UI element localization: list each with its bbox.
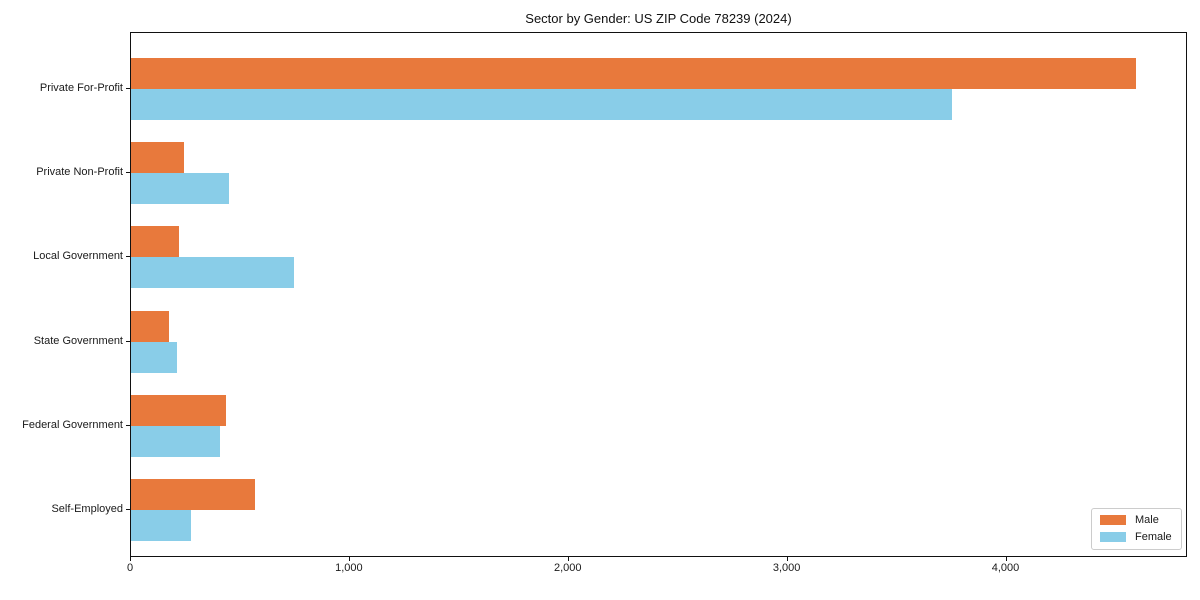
bar-female-private-for-profit bbox=[131, 89, 952, 120]
bar-male-federal-government bbox=[131, 394, 227, 426]
bar-male-private-for-profit bbox=[131, 58, 1136, 89]
x-tick-mark bbox=[348, 557, 350, 561]
x-tick-label-4-000: 4,000 bbox=[991, 562, 1020, 574]
x-tick-label-2-000: 2,000 bbox=[553, 562, 582, 574]
bar-male-private-non-profit bbox=[131, 142, 184, 174]
bar-female-private-non-profit bbox=[131, 173, 230, 205]
legend-label-male: Male bbox=[1135, 514, 1159, 526]
legend-swatch-male bbox=[1100, 515, 1126, 525]
bar-male-local-government bbox=[131, 226, 180, 258]
bar-female-state-government bbox=[131, 341, 177, 373]
x-tick-mark bbox=[567, 557, 569, 561]
chart-title: Sector by Gender: US ZIP Code 78239 (202… bbox=[525, 11, 792, 26]
y-tick-label-private-non-profit: Private Non-Profit bbox=[36, 166, 123, 179]
legend: Male Female bbox=[1091, 508, 1182, 550]
legend-label-female: Female bbox=[1135, 531, 1172, 543]
x-tick-label-1-000: 1,000 bbox=[335, 562, 363, 574]
bar-female-federal-government bbox=[131, 425, 220, 457]
y-tick-label-private-for-profit: Private For-Profit bbox=[39, 82, 123, 94]
y-tick-mark bbox=[126, 256, 130, 258]
x-tick-mark bbox=[1005, 557, 1007, 561]
y-tick-label-state-government: State Government bbox=[33, 334, 123, 347]
x-tick-label-0: 0 bbox=[126, 562, 134, 574]
x-tick-label-3-000: 3,000 bbox=[772, 562, 801, 574]
legend-swatch-female bbox=[1100, 532, 1126, 542]
y-tick-mark bbox=[126, 424, 130, 426]
x-tick-mark bbox=[786, 557, 788, 561]
bar-female-local-government bbox=[131, 257, 295, 289]
legend-item-male: Male bbox=[1100, 514, 1172, 526]
plot-area bbox=[130, 32, 1187, 557]
y-tick-mark bbox=[126, 88, 130, 89]
y-tick-mark bbox=[126, 340, 130, 342]
y-tick-label-self-employed: Self-Employed bbox=[51, 503, 123, 515]
x-tick-mark bbox=[130, 557, 131, 561]
bar-male-state-government bbox=[131, 310, 170, 342]
bar-male-self-employed bbox=[131, 479, 255, 510]
y-tick-mark bbox=[126, 172, 130, 174]
y-tick-mark bbox=[126, 509, 130, 510]
legend-item-female: Female bbox=[1100, 531, 1172, 543]
y-tick-label-local-government: Local Government bbox=[33, 250, 123, 263]
y-tick-label-federal-government: Federal Government bbox=[22, 418, 123, 431]
bar-female-self-employed bbox=[131, 510, 192, 541]
